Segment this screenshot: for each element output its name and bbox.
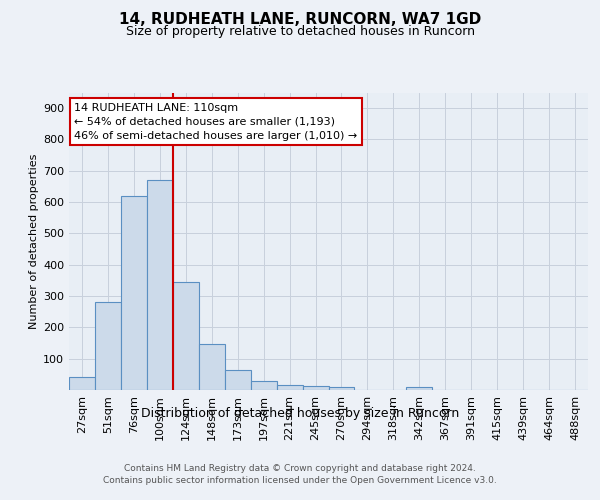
Bar [95,302,121,390]
Bar [69,378,95,390]
Text: Contains HM Land Registry data © Crown copyright and database right 2024.: Contains HM Land Registry data © Crown c… [124,464,476,473]
Bar [251,380,277,390]
Text: 14, RUDHEATH LANE, RUNCORN, WA7 1GD: 14, RUDHEATH LANE, RUNCORN, WA7 1GD [119,12,481,28]
Bar [147,180,173,390]
Bar [302,386,329,390]
Bar [406,387,432,390]
Text: Contains public sector information licensed under the Open Government Licence v3: Contains public sector information licen… [103,476,497,485]
Text: 14 RUDHEATH LANE: 110sqm
← 54% of detached houses are smaller (1,193)
46% of sem: 14 RUDHEATH LANE: 110sqm ← 54% of detach… [74,103,358,141]
Text: Size of property relative to detached houses in Runcorn: Size of property relative to detached ho… [125,25,475,38]
Bar [121,196,147,390]
Bar [277,386,302,390]
Text: Distribution of detached houses by size in Runcorn: Distribution of detached houses by size … [141,408,459,420]
Bar [225,370,251,390]
Bar [173,282,199,390]
Y-axis label: Number of detached properties: Number of detached properties [29,154,39,329]
Bar [199,344,224,390]
Bar [329,387,355,390]
